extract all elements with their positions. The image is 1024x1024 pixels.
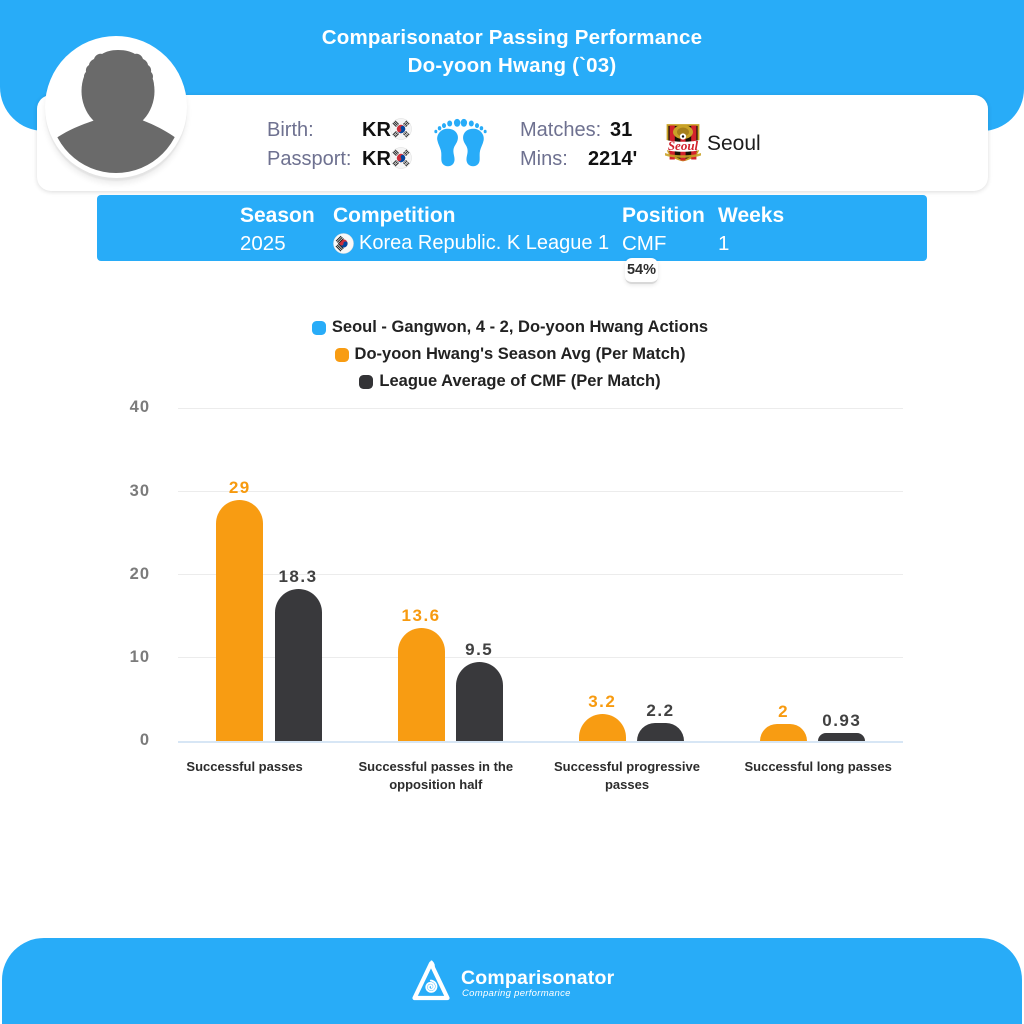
svg-text:Seoul: Seoul [668, 138, 699, 153]
